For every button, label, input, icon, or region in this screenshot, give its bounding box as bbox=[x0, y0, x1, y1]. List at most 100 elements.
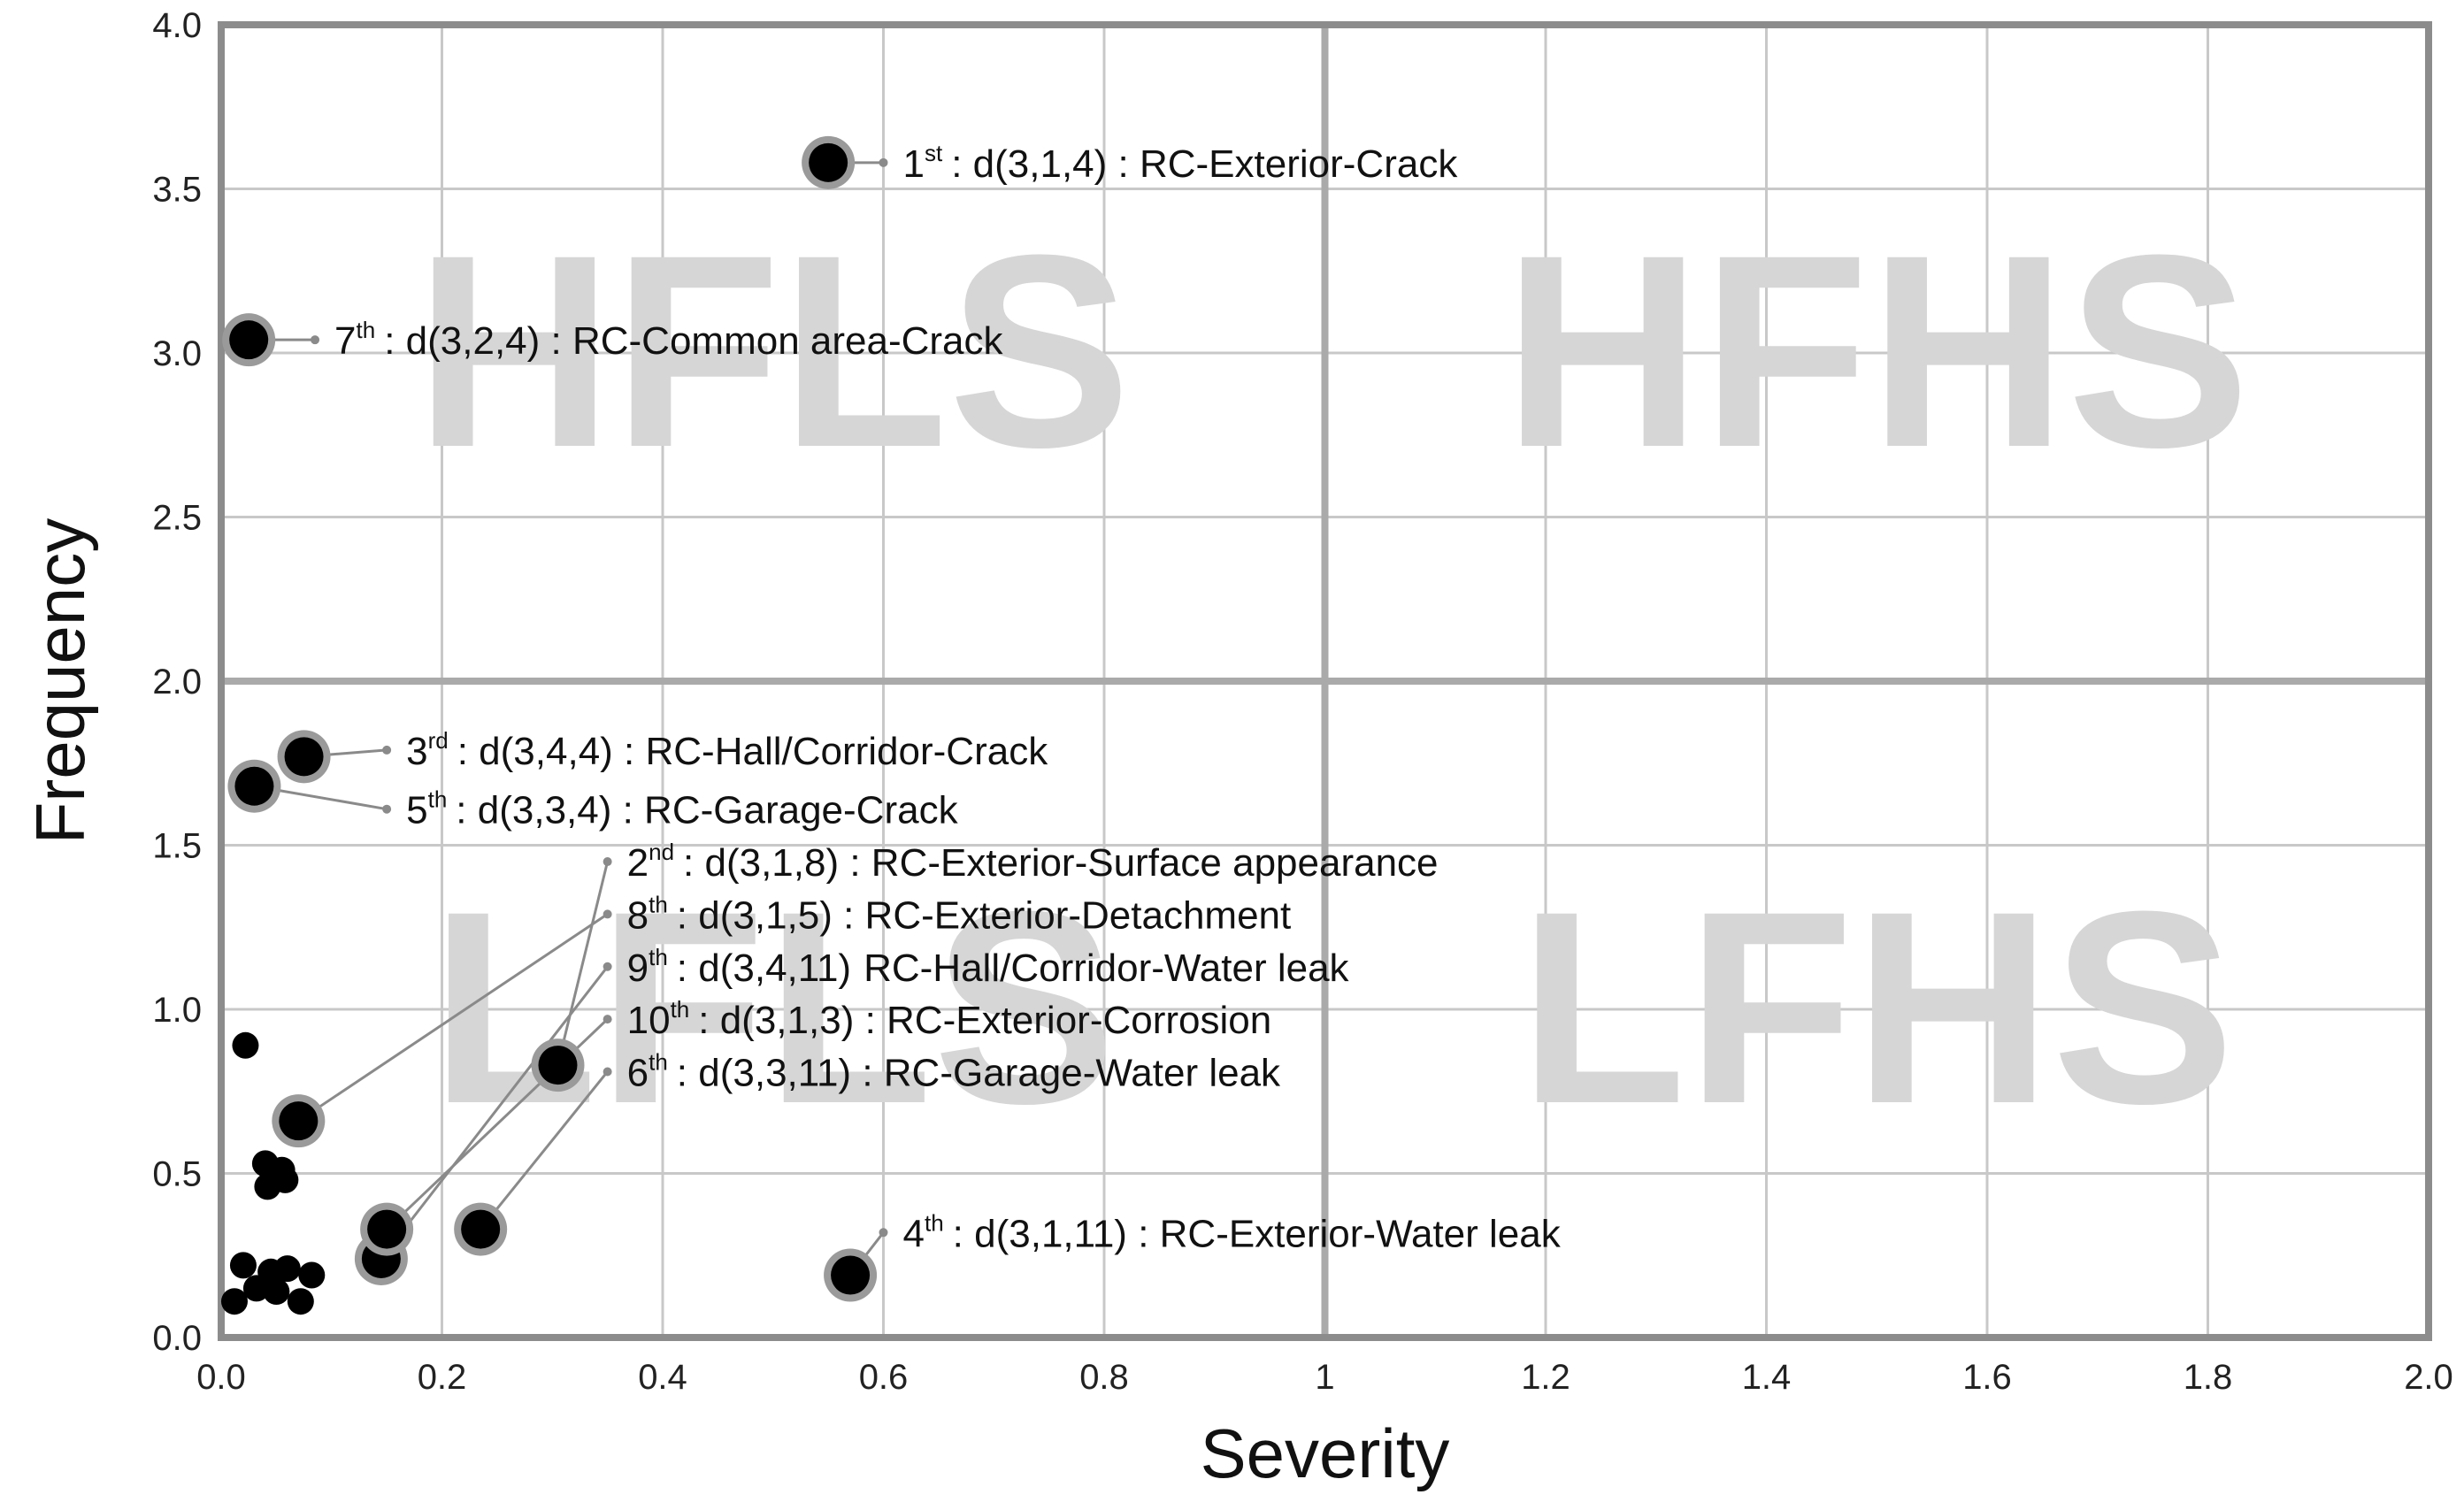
annotation-rank: 3 bbox=[406, 730, 427, 773]
highlighted-point bbox=[234, 766, 274, 806]
highlighted-point bbox=[279, 1101, 319, 1141]
x-tick-label: 1.2 bbox=[1521, 1358, 1570, 1397]
x-tick-label: 0.0 bbox=[196, 1358, 246, 1397]
annotation-rank-suffix: nd bbox=[649, 839, 674, 865]
annotation-text: : d(3,2,4) : RC-Common area-Crack bbox=[384, 319, 1003, 363]
y-tick-label: 1.5 bbox=[152, 827, 202, 866]
axis-ticks: 0.0 0.2 0.4 0.6 0.8 1 1.2 1.4 1.6 1.8 2.0 0.0 0.5 1.0… bbox=[152, 6, 2452, 1397]
annotation-rank: 4 bbox=[903, 1212, 925, 1255]
quadrant-label: LFLS bbox=[430, 854, 1116, 1161]
leader-endpoint bbox=[603, 1015, 612, 1024]
data-point bbox=[232, 1031, 259, 1059]
data-point bbox=[287, 1288, 314, 1315]
x-tick-label: 0.4 bbox=[638, 1358, 687, 1397]
data-point bbox=[229, 1252, 257, 1279]
quadrant-label: LFHS bbox=[1519, 854, 2235, 1161]
leader-endpoint bbox=[879, 157, 888, 167]
x-tick-label: 2.0 bbox=[2404, 1358, 2453, 1397]
data-point bbox=[220, 1288, 248, 1315]
annotation-rank-suffix: rd bbox=[428, 727, 449, 754]
leader-endpoint bbox=[311, 335, 320, 345]
annotation-rank: 2 bbox=[627, 841, 649, 885]
leader-endpoint bbox=[603, 1067, 612, 1077]
point-annotation: 2nd : d(3,1,8) : RC-Exterior-Surface appe… bbox=[627, 839, 1439, 885]
annotation-rank-suffix: th bbox=[649, 944, 668, 970]
annotation-rank-suffix: th bbox=[671, 996, 690, 1023]
annotation-rank-suffix: th bbox=[428, 786, 448, 813]
point-annotation: 9th: d(3,4,11) RC-Hall/Corridor-Water lea… bbox=[627, 944, 1350, 990]
y-tick-label: 0.0 bbox=[152, 1319, 202, 1358]
x-tick-label: 0.6 bbox=[859, 1358, 909, 1397]
quadrant-label: HFLS bbox=[415, 197, 1131, 504]
highlighted-point bbox=[461, 1209, 501, 1249]
annotation-rank-suffix: th bbox=[649, 1048, 668, 1075]
y-tick-label: 2.5 bbox=[152, 499, 202, 538]
point-annotation: 8th : d(3,1,5) : RC-Exterior-Detachment bbox=[627, 891, 1292, 937]
point-annotation: 3rd : d(3,4,4) : RC-Hall/Corridor-Crack bbox=[406, 727, 1048, 773]
x-tick-label: 1 bbox=[1315, 1358, 1334, 1397]
point-annotation: 6th: d(3,3,11) : RC-Garage-Water leak bbox=[627, 1048, 1281, 1094]
leader-endpoint bbox=[879, 1228, 888, 1238]
highlighted-point bbox=[809, 142, 848, 182]
annotation-text: : d(3,1,5) : RC-Exterior-Detachment bbox=[677, 893, 1291, 937]
y-axis-label: Frequency bbox=[21, 518, 99, 845]
leader-endpoint bbox=[603, 962, 612, 971]
quadrant-label: HFHS bbox=[1503, 197, 2250, 504]
leader-line bbox=[557, 861, 610, 1066]
point-annotation: 5th : d(3,3,4) : RC-Garage-Crack bbox=[406, 786, 958, 832]
y-tick-label: 3.0 bbox=[152, 334, 202, 373]
annotation-rank-suffix: st bbox=[925, 140, 943, 166]
x-tick-label: 1.8 bbox=[2184, 1358, 2233, 1397]
annotation-text: : d(3,3,11) : RC-Garage-Water leak bbox=[677, 1051, 1281, 1094]
leader-line bbox=[297, 913, 609, 1123]
plot-frame bbox=[218, 21, 2432, 1341]
y-tick-label: 0.5 bbox=[152, 1155, 202, 1194]
y-tick-label: 2.0 bbox=[152, 663, 202, 701]
annotation-rank: 7 bbox=[334, 319, 356, 363]
leader-line bbox=[380, 965, 609, 1260]
highlighted-point bbox=[367, 1209, 407, 1249]
annotation-text: : d(3,3,4) : RC-Garage-Crack bbox=[456, 789, 958, 832]
y-tick-label: 1.0 bbox=[152, 991, 202, 1030]
data-points bbox=[220, 135, 878, 1315]
x-tick-label: 1.4 bbox=[1742, 1358, 1792, 1397]
x-tick-label: 0.2 bbox=[418, 1358, 467, 1397]
leader-endpoint bbox=[382, 745, 392, 755]
x-axis-label: Severity bbox=[1201, 1414, 1450, 1492]
data-point bbox=[273, 1255, 301, 1283]
point-annotation: 1st : d(3,1,4) : RC-Exterior-Crack bbox=[903, 140, 1459, 186]
annotation-text: : d(3,4,4) : RC-Hall/Corridor-Crack bbox=[457, 730, 1048, 773]
point-annotation: 7th : d(3,2,4) : RC-Common area-Crack bbox=[334, 317, 1003, 363]
annotation-text: : d(3,1,8) : RC-Exterior-Surface appeara… bbox=[683, 841, 1439, 885]
point-annotation: 4th: d(3,1,11) : RC-Exterior-Water leak bbox=[903, 1209, 1562, 1255]
highlighted-point bbox=[538, 1046, 578, 1085]
annotation-rank: 9 bbox=[627, 947, 649, 990]
highlighted-point bbox=[229, 320, 269, 360]
data-point bbox=[272, 1166, 299, 1193]
annotation-rank: 5 bbox=[406, 789, 427, 832]
leader-endpoint bbox=[382, 804, 392, 814]
annotation-text: : d(3,1,11) : RC-Exterior-Water leak bbox=[953, 1212, 1562, 1255]
x-tick-label: 1.6 bbox=[1962, 1358, 2012, 1397]
data-point bbox=[242, 1275, 270, 1302]
annotation-rank-suffix: th bbox=[357, 317, 376, 343]
annotation-text: : d(3,1,4) : RC-Exterior-Crack bbox=[951, 142, 1458, 186]
leader-line bbox=[479, 1070, 609, 1230]
quadrant-dividers bbox=[221, 25, 2429, 1338]
leader-endpoint bbox=[603, 909, 612, 919]
data-point bbox=[298, 1261, 326, 1289]
x-tick-label: 0.8 bbox=[1079, 1358, 1129, 1397]
highlighted-point bbox=[284, 737, 324, 777]
leader-endpoint bbox=[603, 857, 612, 867]
point-annotation: 10th : d(3,1,3) : RC-Exterior-Corrosion bbox=[627, 996, 1272, 1042]
annotation-rank-suffix: th bbox=[649, 891, 668, 917]
y-tick-label: 3.5 bbox=[152, 171, 202, 210]
data-point bbox=[263, 1278, 290, 1306]
annotation-rank: 8 bbox=[627, 893, 649, 937]
annotation-code: : d(3,4,11) bbox=[677, 947, 851, 990]
annotation-text: : d(3,1,3) : RC-Exterior-Corrosion bbox=[698, 999, 1271, 1042]
annotation-rank: 10 bbox=[627, 999, 671, 1042]
annotation-rank: 1 bbox=[903, 142, 925, 186]
